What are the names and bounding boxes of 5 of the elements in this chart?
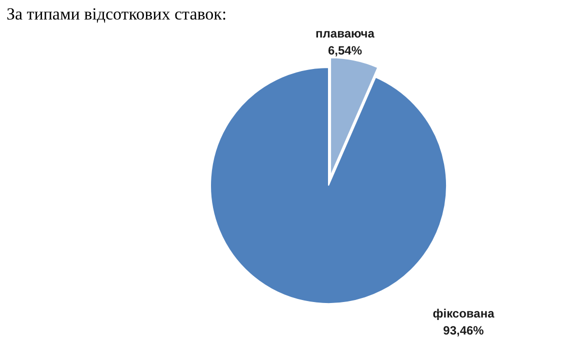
chart-title: За типами відсоткових ставок: (6, 4, 227, 24)
slice-label: плаваюча (316, 26, 375, 41)
data-label: 6,54% (328, 44, 362, 58)
slice-label: фіксована (432, 306, 495, 320)
data-label: 93,46% (443, 324, 484, 338)
